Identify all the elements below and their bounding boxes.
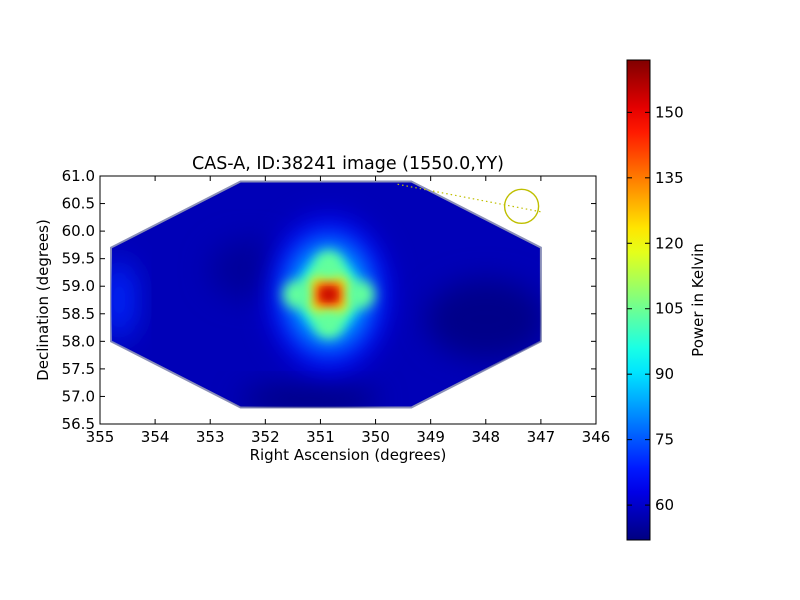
colorbar-tick-label: 75 <box>655 431 674 449</box>
colorbar-frame <box>626 59 651 541</box>
colorbar-ticks: 60 75 90 105 120 135 150 <box>627 103 684 514</box>
colorbar-tick-label: 105 <box>655 300 684 318</box>
plot-frame <box>99 175 597 425</box>
colorbar-tick-label: 150 <box>655 103 684 121</box>
source-emission <box>111 216 541 408</box>
y-tick-label: 60.0 <box>62 222 95 240</box>
y-tick-label: 58.5 <box>62 305 95 323</box>
x-tick-label: 349 <box>416 428 445 446</box>
x-tick-label: 352 <box>251 428 280 446</box>
y-axis-ticks: 56.5 57.0 57.5 58.0 58.5 59.0 59.5 60.0 60.5 61.0 <box>62 167 596 433</box>
x-axis-ticks: 355 354 353 352 351 350 349 348 347 346 <box>86 176 611 446</box>
x-tick-label: 348 <box>471 428 500 446</box>
source-sidelobe <box>282 280 311 309</box>
dark-lobe <box>239 385 380 408</box>
y-axis-label: Declination (degrees) <box>34 219 52 381</box>
y-tick-label: 57.5 <box>62 360 95 378</box>
x-tick-label: 347 <box>527 428 556 446</box>
colorbar-label: Power in Kelvin <box>689 243 707 357</box>
colorbar-tick-label: 135 <box>655 169 684 187</box>
source-contour <box>323 290 334 299</box>
dotted-line <box>397 183 542 213</box>
y-tick-label: 57.0 <box>62 387 95 405</box>
y-tick-label: 59.5 <box>62 250 95 268</box>
x-tick-label: 351 <box>306 428 335 446</box>
colorbar: 60 75 90 105 120 135 150 Power in Kelvin <box>626 59 707 541</box>
colorbar-tick-label: 120 <box>655 234 684 252</box>
x-tick-label: 354 <box>141 428 170 446</box>
colorbar-gradient <box>627 60 650 540</box>
x-axis-label: Right Ascension (degrees) <box>250 446 447 464</box>
source-sidelobe <box>314 250 343 279</box>
y-tick-label: 58.0 <box>62 332 95 350</box>
faint-source <box>111 260 136 340</box>
source-sidelobe <box>314 310 343 339</box>
y-tick-label: 61.0 <box>62 167 95 185</box>
circle-marker <box>503 188 540 225</box>
dark-lobe <box>425 279 541 360</box>
annotation-layer <box>397 183 542 225</box>
y-tick-label: 60.5 <box>62 195 95 213</box>
chart-title: CAS-A, ID:38241 image (1550.0,YY) <box>192 154 504 174</box>
x-tick-label: 353 <box>196 428 225 446</box>
x-tick-label: 355 <box>86 428 115 446</box>
dark-lobe <box>208 239 289 300</box>
heatmap-image <box>110 180 542 409</box>
source-sidelobe <box>346 280 375 309</box>
y-tick-label: 59.0 <box>62 277 95 295</box>
colorbar-tick-label: 60 <box>655 496 674 514</box>
x-tick-label: 350 <box>361 428 390 446</box>
x-tick-label: 346 <box>582 428 611 446</box>
colorbar-tick-label: 90 <box>655 365 674 383</box>
y-tick-label: 56.5 <box>62 415 95 433</box>
